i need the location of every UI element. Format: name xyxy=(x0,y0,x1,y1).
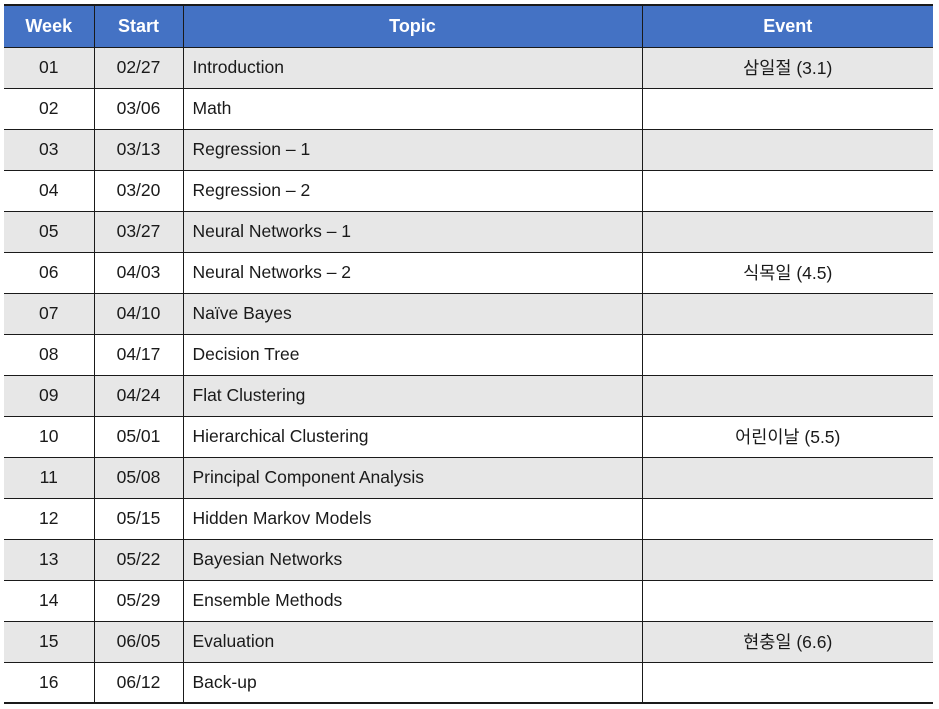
event-cell xyxy=(641,170,933,212)
event-cell xyxy=(641,662,933,704)
event-cell xyxy=(641,293,933,335)
table-row: 07 04/10 Naïve Bayes xyxy=(4,293,933,335)
header-topic: Topic xyxy=(182,4,643,48)
table-header: Week Start Topic Event xyxy=(4,4,933,48)
start-cell: 04/03 xyxy=(93,252,184,294)
topic-cell: Back-up xyxy=(182,662,643,704)
start-cell: 03/06 xyxy=(93,88,184,130)
table-row: 06 04/03 Neural Networks – 2 식목일 (4.5) xyxy=(4,252,933,294)
header-event: Event xyxy=(641,4,933,48)
week-cell: 02 xyxy=(4,88,95,130)
topic-cell: Hierarchical Clustering xyxy=(182,416,643,458)
header-row: Week Start Topic Event xyxy=(4,4,933,48)
week-cell: 05 xyxy=(4,211,95,253)
schedule-table: Week Start Topic Event 01 02/27 Introduc… xyxy=(4,4,933,704)
table-body: 01 02/27 Introduction 삼일절 (3.1) 02 03/06… xyxy=(4,47,933,704)
week-cell: 03 xyxy=(4,129,95,171)
week-cell: 12 xyxy=(4,498,95,540)
event-cell xyxy=(641,129,933,171)
table-row: 08 04/17 Decision Tree xyxy=(4,334,933,376)
week-cell: 01 xyxy=(4,47,95,89)
topic-cell: Naïve Bayes xyxy=(182,293,643,335)
start-cell: 05/15 xyxy=(93,498,184,540)
header-start: Start xyxy=(93,4,184,48)
table-row: 12 05/15 Hidden Markov Models xyxy=(4,498,933,540)
topic-cell: Regression – 2 xyxy=(182,170,643,212)
topic-cell: Hidden Markov Models xyxy=(182,498,643,540)
event-cell xyxy=(641,211,933,253)
table-row: 01 02/27 Introduction 삼일절 (3.1) xyxy=(4,47,933,89)
week-cell: 07 xyxy=(4,293,95,335)
table-row: 11 05/08 Principal Component Analysis xyxy=(4,457,933,499)
start-cell: 05/22 xyxy=(93,539,184,581)
table-row: 15 06/05 Evaluation 현충일 (6.6) xyxy=(4,621,933,663)
event-cell xyxy=(641,539,933,581)
table-row: 13 05/22 Bayesian Networks xyxy=(4,539,933,581)
event-cell xyxy=(641,498,933,540)
table-row: 14 05/29 Ensemble Methods xyxy=(4,580,933,622)
table-row: 10 05/01 Hierarchical Clustering 어린이날 (5… xyxy=(4,416,933,458)
topic-cell: Evaluation xyxy=(182,621,643,663)
event-cell: 현충일 (6.6) xyxy=(641,621,933,663)
start-cell: 03/20 xyxy=(93,170,184,212)
topic-cell: Introduction xyxy=(182,47,643,89)
table-row: 16 06/12 Back-up xyxy=(4,662,933,704)
topic-cell: Neural Networks – 1 xyxy=(182,211,643,253)
start-cell: 06/12 xyxy=(93,662,184,704)
topic-cell: Principal Component Analysis xyxy=(182,457,643,499)
topic-cell: Decision Tree xyxy=(182,334,643,376)
week-cell: 13 xyxy=(4,539,95,581)
event-cell xyxy=(641,457,933,499)
table-row: 03 03/13 Regression – 1 xyxy=(4,129,933,171)
topic-cell: Regression – 1 xyxy=(182,129,643,171)
header-week: Week xyxy=(4,4,95,48)
start-cell: 05/01 xyxy=(93,416,184,458)
week-cell: 16 xyxy=(4,662,95,704)
event-cell: 어린이날 (5.5) xyxy=(641,416,933,458)
week-cell: 10 xyxy=(4,416,95,458)
week-cell: 15 xyxy=(4,621,95,663)
start-cell: 05/29 xyxy=(93,580,184,622)
week-cell: 04 xyxy=(4,170,95,212)
week-cell: 06 xyxy=(4,252,95,294)
week-cell: 09 xyxy=(4,375,95,417)
event-cell: 삼일절 (3.1) xyxy=(641,47,933,89)
event-cell: 식목일 (4.5) xyxy=(641,252,933,294)
table-row: 09 04/24 Flat Clustering xyxy=(4,375,933,417)
start-cell: 02/27 xyxy=(93,47,184,89)
week-cell: 14 xyxy=(4,580,95,622)
table-row: 04 03/20 Regression – 2 xyxy=(4,170,933,212)
topic-cell: Ensemble Methods xyxy=(182,580,643,622)
event-cell xyxy=(641,580,933,622)
start-cell: 04/17 xyxy=(93,334,184,376)
schedule-table-container: Week Start Topic Event 01 02/27 Introduc… xyxy=(4,4,933,704)
start-cell: 03/27 xyxy=(93,211,184,253)
table-row: 02 03/06 Math xyxy=(4,88,933,130)
topic-cell: Bayesian Networks xyxy=(182,539,643,581)
start-cell: 04/24 xyxy=(93,375,184,417)
topic-cell: Flat Clustering xyxy=(182,375,643,417)
event-cell xyxy=(641,88,933,130)
table-row: 05 03/27 Neural Networks – 1 xyxy=(4,211,933,253)
start-cell: 03/13 xyxy=(93,129,184,171)
start-cell: 05/08 xyxy=(93,457,184,499)
topic-cell: Math xyxy=(182,88,643,130)
topic-cell: Neural Networks – 2 xyxy=(182,252,643,294)
event-cell xyxy=(641,334,933,376)
start-cell: 06/05 xyxy=(93,621,184,663)
week-cell: 08 xyxy=(4,334,95,376)
start-cell: 04/10 xyxy=(93,293,184,335)
event-cell xyxy=(641,375,933,417)
week-cell: 11 xyxy=(4,457,95,499)
